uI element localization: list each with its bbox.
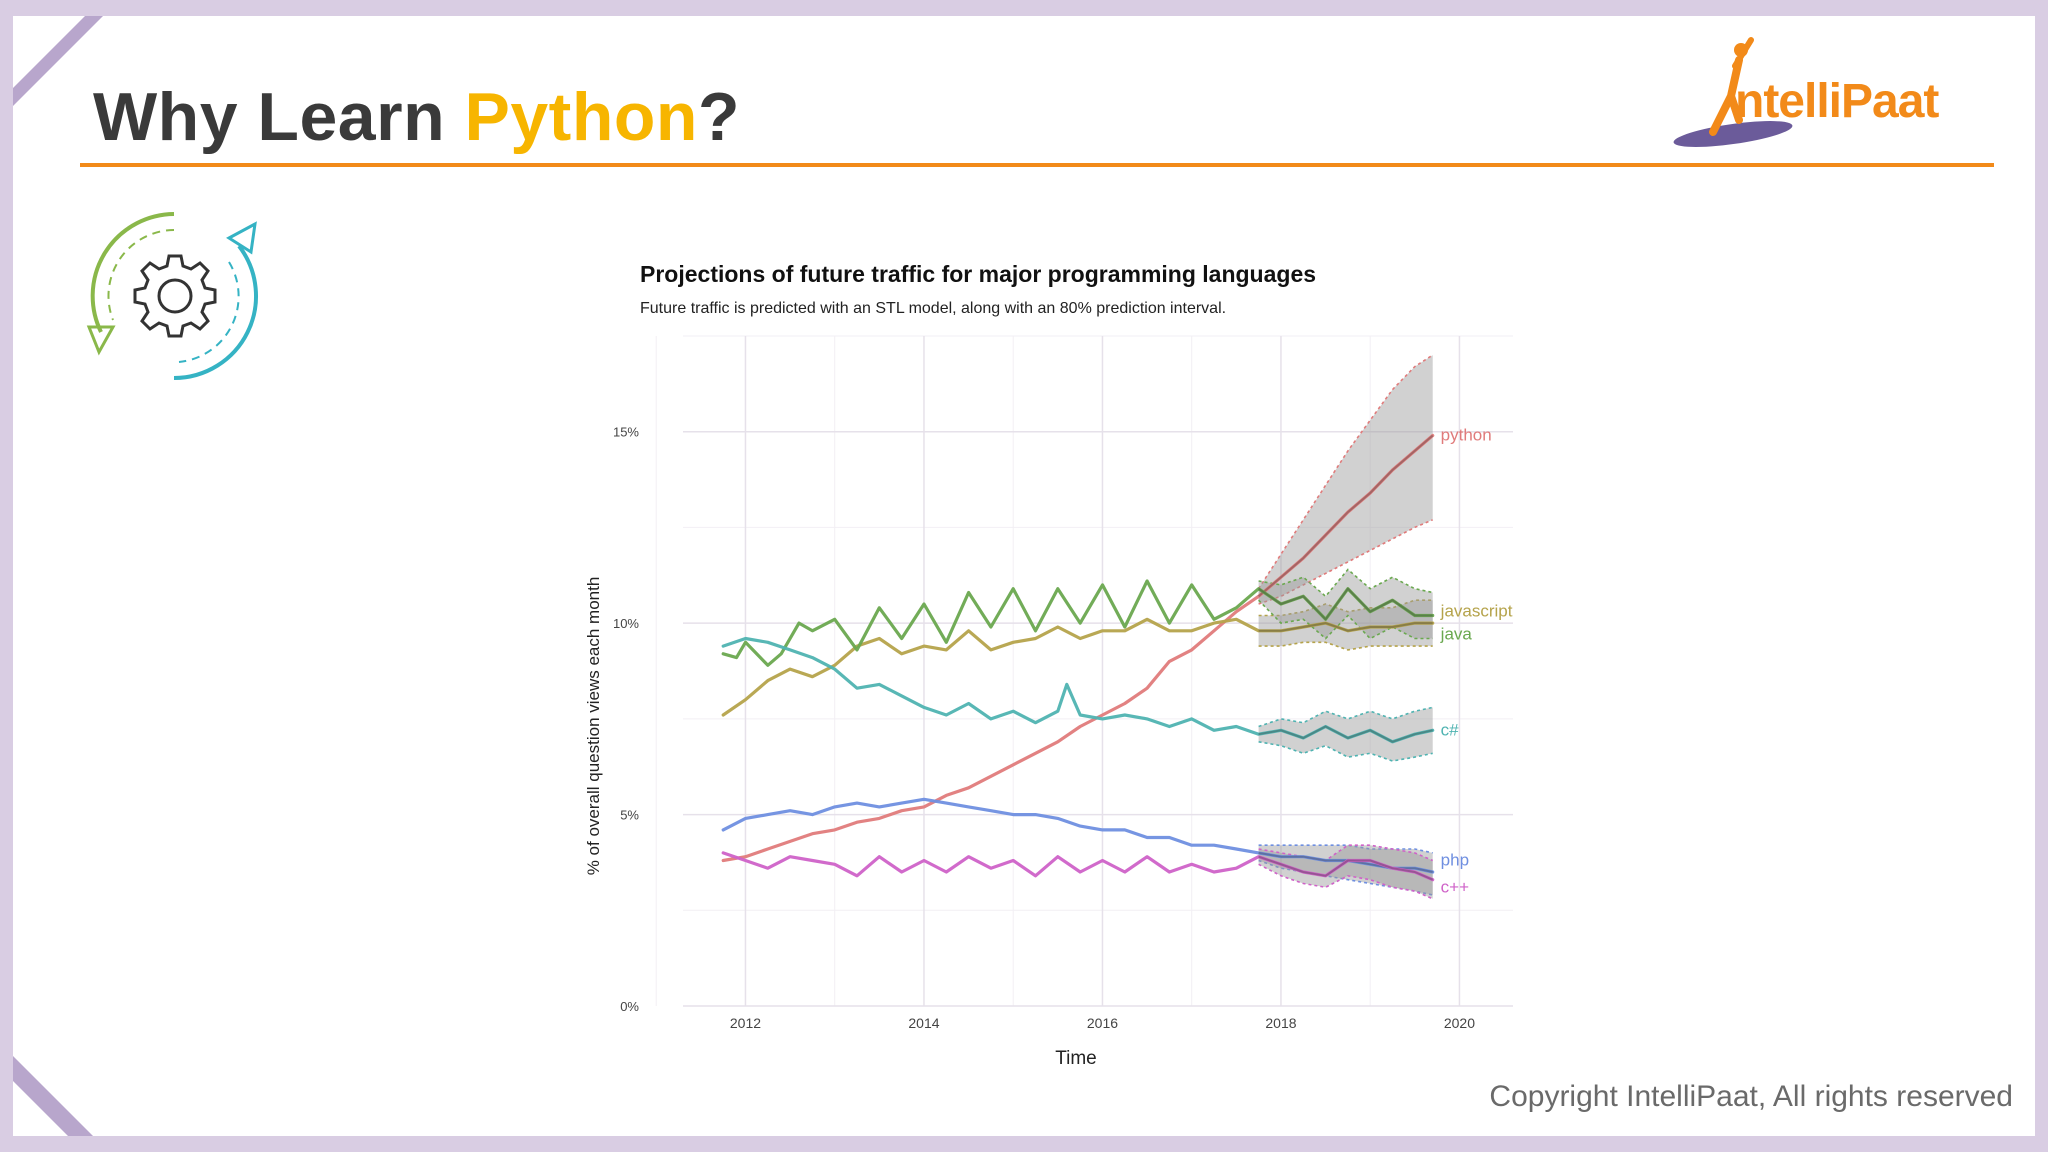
band-lower-c++: [1258, 863, 1434, 900]
series-label-java: java: [1440, 625, 1473, 644]
forecast-line-java: [1258, 587, 1433, 621]
slide: Why Learn Python? ntelliPaat Projections…: [13, 16, 2035, 1136]
series-line-java: [721, 579, 1435, 667]
intellipaat-logo: ntelliPaat: [1673, 36, 2003, 156]
page-title: Why Learn Python?: [93, 78, 740, 156]
title-underline: [80, 163, 1994, 167]
gear-refresh-icon: [86, 212, 258, 380]
y-tick-label-2: 10%: [613, 616, 639, 631]
copyright-notice: Copyright IntelliPaat, All rights reserv…: [1489, 1080, 2013, 1113]
band-upper-java: [1258, 568, 1433, 598]
y-tick-label-3: 15%: [613, 425, 639, 440]
series-line-php: [721, 797, 1435, 874]
x-tick-label-1: 2014: [908, 1015, 939, 1031]
x-tick-label-4: 2020: [1444, 1015, 1475, 1031]
chart-title: Projections of future traffic for major …: [640, 261, 1316, 287]
traffic-projection-chart: Projections of future traffic for major …: [584, 261, 1513, 1069]
y-axis-label: % of overall question views each month: [584, 577, 603, 876]
corner-stripe-top-left: [13, 16, 103, 106]
logo-text: ntelliPaat: [1735, 75, 1939, 128]
band-lower-javascript: [1258, 641, 1433, 651]
title-prefix: Why Learn: [93, 79, 465, 155]
title-highlight: Python: [464, 79, 698, 155]
chart-subtitle: Future traffic is predicted with an STL …: [640, 300, 1226, 317]
x-tick-label-2: 2016: [1087, 1015, 1118, 1031]
y-tick-label-0: 0%: [620, 999, 639, 1014]
series-label-php: php: [1441, 851, 1469, 870]
series-label-c#: c#: [1441, 720, 1460, 739]
forecast-line-python: [1257, 434, 1434, 598]
forecast-line-c++: [1258, 855, 1434, 881]
x-axis-label: Time: [1055, 1048, 1097, 1069]
band-upper-c#: [1258, 706, 1433, 728]
series-line-javascript: [721, 617, 1435, 717]
forecast-line-javascript: [1258, 622, 1433, 632]
series-line-c++: [721, 851, 1435, 882]
prediction-band-java: [1258, 569, 1433, 639]
prediction-band-c#: [1258, 707, 1433, 761]
corner-stripe-bottom-left: [13, 1056, 93, 1136]
x-tick-label-0: 2012: [730, 1015, 761, 1031]
band-upper-c++: [1258, 844, 1434, 862]
band-upper-python: [1257, 354, 1434, 590]
band-lower-java: [1258, 599, 1433, 640]
x-tick-label-3: 2018: [1265, 1015, 1296, 1031]
plot-area: 0% 5% 10% 15% 2012 2014 2016 2018 2020 python java…: [613, 335, 1513, 1031]
series-line-c#: [721, 636, 1435, 744]
prediction-band-python: [1258, 355, 1433, 604]
series-label-c++: c++: [1441, 877, 1469, 896]
series-label-javascript: javascript: [1440, 602, 1513, 621]
y-tick-label-1: 5%: [620, 808, 639, 823]
series-line-python: [721, 433, 1435, 863]
forecast-line-c#: [1258, 725, 1433, 743]
band-lower-c#: [1258, 741, 1433, 762]
band-lower-python: [1258, 519, 1434, 605]
logo-figure-icon: [1673, 37, 1793, 147]
series-label-python: python: [1441, 426, 1492, 445]
title-suffix: ?: [697, 79, 740, 155]
band-upper-javascript: [1258, 599, 1433, 617]
